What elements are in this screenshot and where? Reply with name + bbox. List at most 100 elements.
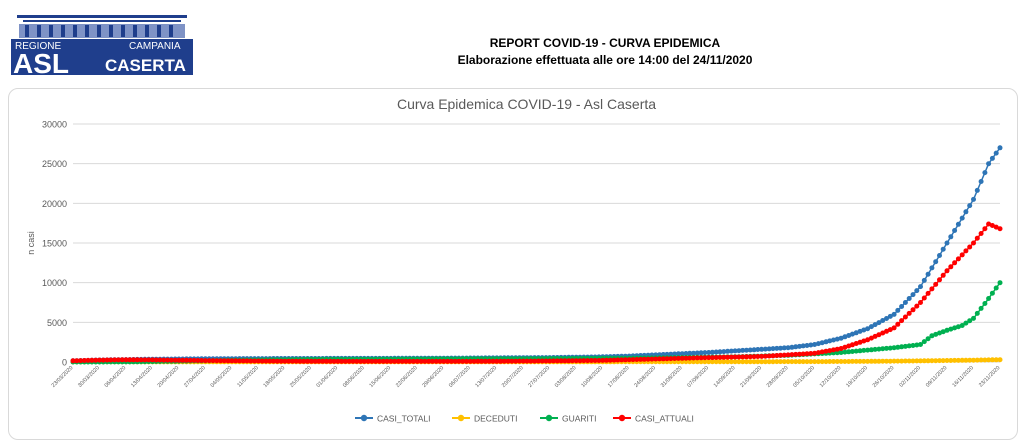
data-point-guariti [853, 348, 859, 354]
data-point-deceduti [819, 359, 825, 365]
data-point-casi-attuali [108, 357, 114, 363]
data-point-casi-attuali [725, 354, 731, 360]
data-point-deceduti [993, 357, 999, 363]
data-point-casi-attuali [202, 358, 208, 364]
chart-panel [8, 88, 1018, 440]
data-point-casi-totali [728, 348, 734, 354]
data-point-casi-attuali [388, 358, 394, 364]
data-point-casi-attuali [448, 358, 454, 364]
data-point-casi-totali [849, 331, 855, 337]
data-point-deceduti [937, 358, 942, 364]
data-point-deceduti [694, 359, 700, 365]
data-point-casi-totali [755, 347, 761, 352]
data-point-casi-attuali [437, 358, 443, 364]
data-point-casi-totali [804, 343, 810, 348]
data-point-casi-attuali [982, 226, 988, 232]
data-point-deceduti [831, 359, 836, 364]
data-point-casi-totali [918, 284, 923, 290]
data-point-deceduti [751, 359, 757, 365]
data-point-deceduti [929, 358, 935, 364]
data-point-casi-attuali [622, 357, 628, 363]
data-point-casi-totali [831, 337, 836, 343]
data-point-casi-attuali [97, 357, 102, 363]
data-point-casi-attuali [638, 356, 644, 362]
y-tick-label: 5000 [47, 318, 67, 328]
x-tick-label: 27/04/2020 [183, 365, 207, 389]
data-point-casi-attuali [588, 358, 594, 363]
data-point-deceduti [740, 359, 746, 365]
data-point-casi-attuali [558, 358, 564, 364]
data-point-casi-attuali [997, 226, 1003, 232]
data-point-casi-totali [797, 343, 802, 349]
data-point-casi-attuali [853, 341, 859, 346]
data-point-casi-attuali [736, 354, 742, 360]
logo-asl-text: ASL [13, 48, 69, 75]
data-point-casi-attuali [872, 333, 878, 339]
data-point-casi-attuali [316, 358, 322, 364]
data-point-guariti [986, 296, 992, 301]
data-point-casi-attuali [785, 352, 791, 358]
data-point-casi-attuali [278, 358, 284, 364]
data-point-casi-attuali [675, 355, 681, 361]
data-point-deceduti [989, 357, 995, 363]
data-point-casi-attuali [486, 358, 492, 364]
data-point-casi-totali [997, 145, 1003, 151]
data-point-deceduti [823, 359, 829, 365]
data-point-casi-attuali [948, 264, 954, 270]
data-point-casi-totali [982, 170, 988, 176]
data-point-casi-attuali [498, 358, 504, 364]
data-point-guariti [884, 345, 889, 351]
data-point-casi-attuali [713, 355, 719, 360]
data-point-casi-attuali [528, 358, 534, 364]
legend-marker-casi-attuali [618, 414, 626, 422]
data-point-casi-totali [778, 345, 783, 351]
data-point-casi-attuali [963, 248, 969, 254]
data-point-casi-attuali [887, 327, 893, 333]
epidemic-curve-chart: Curva Epidemica COVID-19 - Asl Caserta05… [26, 96, 1003, 424]
data-point-casi-attuali [467, 358, 473, 364]
data-point-deceduti [952, 357, 958, 363]
data-point-deceduti [978, 357, 984, 363]
data-point-casi-attuali [717, 354, 723, 360]
chart-title: Curva Epidemica COVID-19 - Asl Caserta [397, 96, 656, 112]
x-tick-label: 03/08/2020 [554, 365, 578, 389]
x-tick-label: 22/06/2020 [395, 365, 419, 389]
data-point-deceduti [853, 358, 859, 364]
x-tick-label: 01/06/2020 [316, 365, 340, 389]
data-point-casi-attuali [604, 357, 609, 363]
data-point-deceduti [857, 358, 863, 364]
data-point-casi-totali [834, 336, 840, 342]
data-point-casi-attuali [411, 358, 416, 364]
data-point-casi-attuali [460, 358, 466, 364]
data-point-casi-totali [785, 345, 791, 351]
data-point-casi-attuali [244, 358, 250, 364]
data-point-casi-attuali [683, 355, 689, 361]
data-point-casi-attuali [600, 357, 606, 363]
data-point-casi-attuali [800, 351, 806, 357]
data-point-deceduti [793, 359, 799, 365]
data-point-deceduti [884, 358, 889, 364]
data-point-casi-attuali [728, 354, 734, 360]
data-point-casi-attuali [452, 358, 458, 364]
x-tick-label: 12/10/2020 [819, 365, 843, 389]
data-point-casi-attuali [380, 358, 386, 364]
data-point-casi-attuali [634, 357, 640, 362]
y-tick-label: 30000 [42, 120, 67, 130]
data-point-casi-attuali [569, 358, 575, 364]
data-point-casi-attuali [441, 358, 447, 364]
data-point-casi-attuali [532, 358, 538, 364]
data-point-guariti [963, 320, 969, 326]
data-point-casi-totali [774, 345, 780, 351]
x-tick-label: 14/09/2020 [713, 365, 737, 389]
data-point-deceduti [899, 358, 905, 364]
data-point-casi-attuali [971, 240, 976, 246]
data-point-casi-totali [668, 351, 674, 357]
data-point-casi-attuali [377, 358, 382, 364]
data-point-deceduti [827, 359, 833, 364]
data-point-casi-attuali [339, 358, 345, 364]
data-point-casi-attuali [891, 325, 897, 331]
x-tick-label: 11/05/2020 [236, 365, 259, 388]
data-point-casi-attuali [354, 358, 360, 364]
data-point-casi-totali [691, 350, 696, 356]
data-point-deceduti [717, 359, 723, 365]
